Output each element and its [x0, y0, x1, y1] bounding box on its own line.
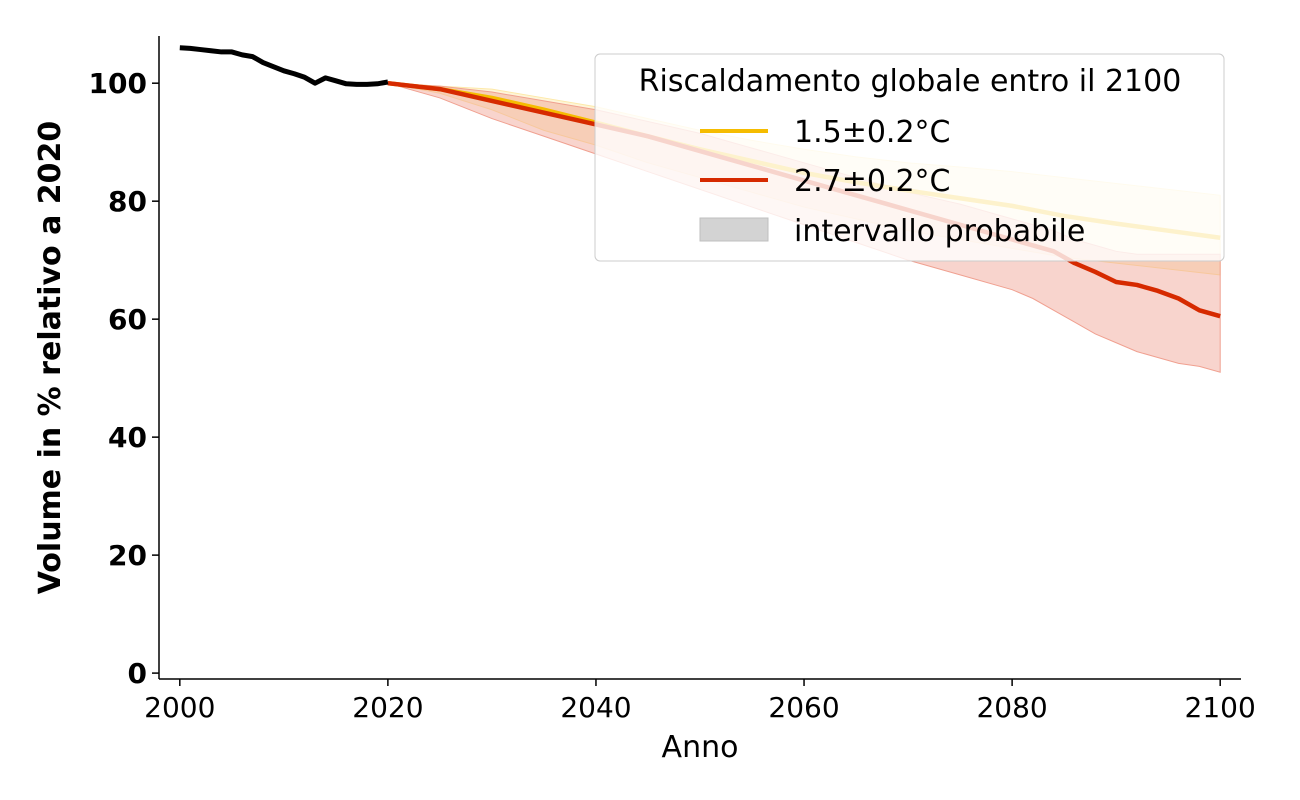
- x-tick-label: 2000: [144, 691, 215, 724]
- legend: Riscaldamento globale entro il 2100 1.5±…: [594, 53, 1225, 262]
- x-tick-label: 2080: [976, 691, 1047, 724]
- y-tick-label: 60: [108, 303, 147, 336]
- x-ticks: 2000 2020 2040 2060 2080 2100: [144, 679, 1256, 724]
- legend-label-1-5: 1.5±0.2°C: [794, 115, 951, 150]
- legend-title: Riscaldamento globale entro il 2100: [639, 64, 1182, 99]
- line-historical: [179, 45, 389, 87]
- y-tick-label: 20: [108, 539, 147, 572]
- legend-swatch-range: [699, 217, 769, 242]
- legend-label-2-7: 2.7±0.2°C: [794, 164, 951, 199]
- y-tick-label: 100: [89, 67, 147, 100]
- x-tick-label: 2100: [1185, 691, 1256, 724]
- y-tick-label: 80: [108, 185, 147, 218]
- x-tick-label: 2040: [560, 691, 631, 724]
- y-ticks: 0 20 40 60 80 100: [89, 67, 159, 690]
- legend-label-range: intervallo probabile: [794, 214, 1085, 249]
- x-tick-label: 2020: [352, 691, 423, 724]
- x-axis-label: Anno: [662, 730, 739, 765]
- y-tick-label: 0: [128, 657, 147, 690]
- legend-box: [594, 53, 1225, 262]
- y-axis-label: Volume in % relativo a 2020: [33, 121, 68, 595]
- x-tick-label: 2060: [768, 691, 839, 724]
- y-tick-label: 40: [108, 421, 147, 454]
